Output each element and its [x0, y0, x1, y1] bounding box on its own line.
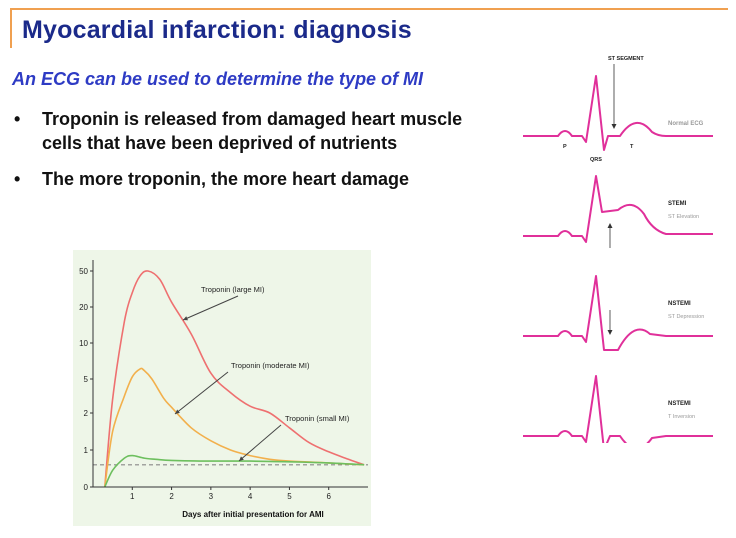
bullet-item: • The more troponin, the more heart dama…: [12, 167, 492, 191]
y-tick-label: 50: [79, 267, 88, 276]
x-axis-label: Days after initial presentation for AMI: [182, 510, 324, 519]
ecg-waveform: [523, 75, 713, 151]
series-label-0: Troponin (large MI): [201, 285, 265, 294]
ecg-trace-depression: NSTEMI ST Depression: [523, 275, 713, 351]
ecg-waveform: [523, 275, 713, 351]
annotation-arrowhead: [239, 456, 244, 461]
ecg-trace-name: STEMI: [668, 201, 687, 207]
slide-title: Myocardial infarction: diagnosis: [22, 16, 412, 44]
y-tick-label: 20: [79, 303, 88, 312]
y-tick-label: 1: [84, 446, 89, 455]
x-tick-label: 5: [287, 492, 292, 501]
title-underline: [10, 8, 728, 10]
annotation-arrow: [238, 424, 282, 462]
bullet-dot: •: [14, 169, 21, 189]
y-tick-label: 0: [84, 483, 89, 492]
qrs-label: QRS: [590, 157, 602, 163]
ecg-background: [518, 38, 728, 443]
y-tick-label: 5: [84, 375, 89, 384]
bullet-dot: •: [14, 109, 21, 129]
bullet-text: Troponin is released from damaged heart …: [42, 109, 463, 153]
ecg-arrowhead: [607, 330, 613, 335]
ecg-trace-name: Normal ECG: [668, 121, 704, 127]
troponin-chart: 0 1 2 5 10 20 50 1 2 3 4 5 6 Troponin (large MI) Tro…: [73, 250, 371, 526]
slide-subtitle: An ECG can be used to determine the type…: [12, 69, 424, 89]
bullet-item: • Troponin is released from damaged hear…: [12, 107, 492, 155]
annotation-arrow: [182, 295, 239, 321]
y-tick-label: 10: [79, 339, 88, 348]
p-wave-label: P: [563, 144, 567, 150]
series-label-1: Troponin (moderate MI): [231, 361, 310, 370]
ecg-trace-name: NSTEMI: [668, 401, 691, 407]
series-line-2: [104, 454, 365, 488]
bullet-list: • Troponin is released from damaged hear…: [12, 107, 492, 203]
annotation-arrowhead: [183, 316, 188, 321]
x-tick-label: 6: [326, 492, 331, 501]
x-tick-label: 2: [169, 492, 174, 501]
ecg-arrowhead: [607, 223, 613, 228]
ecg-trace-subname: ST Elevation: [668, 214, 699, 220]
series-line-1: [104, 367, 365, 488]
st-segment-arrowhead: [611, 124, 617, 129]
x-tick-label: 4: [248, 492, 253, 501]
troponin-chart-svg: 0 1 2 5 10 20 50 1 2 3 4 5 6 Troponin (large MI) Tro…: [73, 250, 371, 526]
ecg-trace-subname: ST Depression: [668, 314, 704, 320]
annotation-arrowhead: [175, 409, 180, 414]
ecg-waveform: [523, 175, 713, 243]
ecg-trace-subname: T Inversion: [668, 414, 695, 420]
y-tick-label: 2: [84, 409, 89, 418]
ecg-panel: Normal ECG STEMI ST Elevation NSTEMI ST Depr…: [518, 38, 728, 451]
chart-background: [73, 250, 371, 526]
x-tick-label: 3: [209, 492, 214, 501]
t-wave-label: T: [630, 144, 634, 150]
annotation-arrow: [174, 371, 229, 415]
ecg-panel-svg: Normal ECG STEMI ST Elevation NSTEMI ST Depr…: [518, 38, 728, 451]
series-line-0: [104, 270, 365, 488]
x-tick-label: 1: [130, 492, 135, 501]
series-label-2: Troponin (small MI): [285, 414, 350, 423]
ecg-trace-name: NSTEMI: [668, 301, 691, 307]
ecg-trace-normal: Normal ECG: [523, 75, 713, 151]
st-segment-label: ST SEGMENT: [608, 56, 644, 62]
title-accent-bar: [10, 8, 12, 48]
bullet-text: The more troponin, the more heart damage: [42, 169, 410, 189]
ecg-trace-elevation: STEMI ST Elevation: [523, 175, 713, 248]
